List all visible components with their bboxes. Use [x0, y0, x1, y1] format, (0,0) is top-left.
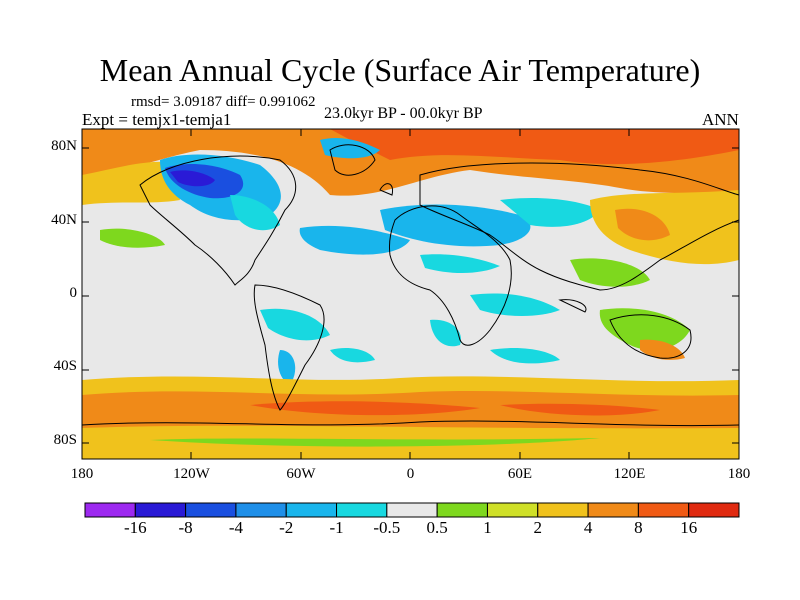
x-tick-label: 60E	[507, 466, 533, 482]
y-tick-label: 80S	[53, 431, 77, 448]
experiment-label: Expt = temjx1-temja1	[82, 110, 232, 129]
stats-text: rmsd= 3.09187 diff= 0.991062	[131, 94, 316, 110]
colorbar-tick-label: 4	[583, 518, 593, 537]
x-tick-label: 180	[70, 466, 94, 482]
colorbar-tick-label: -1	[329, 518, 344, 537]
colorbar-tick-label: -16	[123, 518, 147, 537]
colorbar-tick-label: 8	[634, 518, 643, 537]
x-tick-label: 120E	[613, 466, 646, 482]
x-tick-label: 0	[406, 466, 415, 482]
colorbar-tick-label: 2	[533, 518, 543, 537]
y-tick-label: 0	[69, 285, 78, 301]
season-label: ANN	[702, 110, 739, 129]
colorbar-tick-label: -4	[228, 518, 243, 537]
axis-ticks	[81, 129, 740, 459]
x-tick-label: 180	[727, 466, 751, 482]
colorbar-tick-label: 16	[680, 518, 698, 537]
coastlines	[82, 144, 739, 427]
colorbar-tick-label: -8	[178, 518, 193, 537]
temperature-field	[82, 129, 739, 459]
y-tick-label: 40N	[51, 211, 77, 228]
x-tick-label: 120W	[173, 466, 210, 482]
y-tick-label: 80N	[51, 138, 77, 155]
chart-title: Mean Annual Cycle (Surface Air Temperatu…	[99, 52, 701, 88]
colorbar-tick-label: -0.5	[373, 518, 401, 537]
y-tick-label: 40S	[53, 358, 77, 375]
period-label: 23.0kyr BP - 00.0kyr BP	[324, 105, 483, 122]
colorbar-tick-label: -2	[279, 518, 294, 537]
colorbar-tick-label: 1	[483, 518, 492, 537]
x-tick-label: 60W	[286, 466, 316, 482]
colorbar-tick-label: 0.5	[426, 518, 448, 537]
